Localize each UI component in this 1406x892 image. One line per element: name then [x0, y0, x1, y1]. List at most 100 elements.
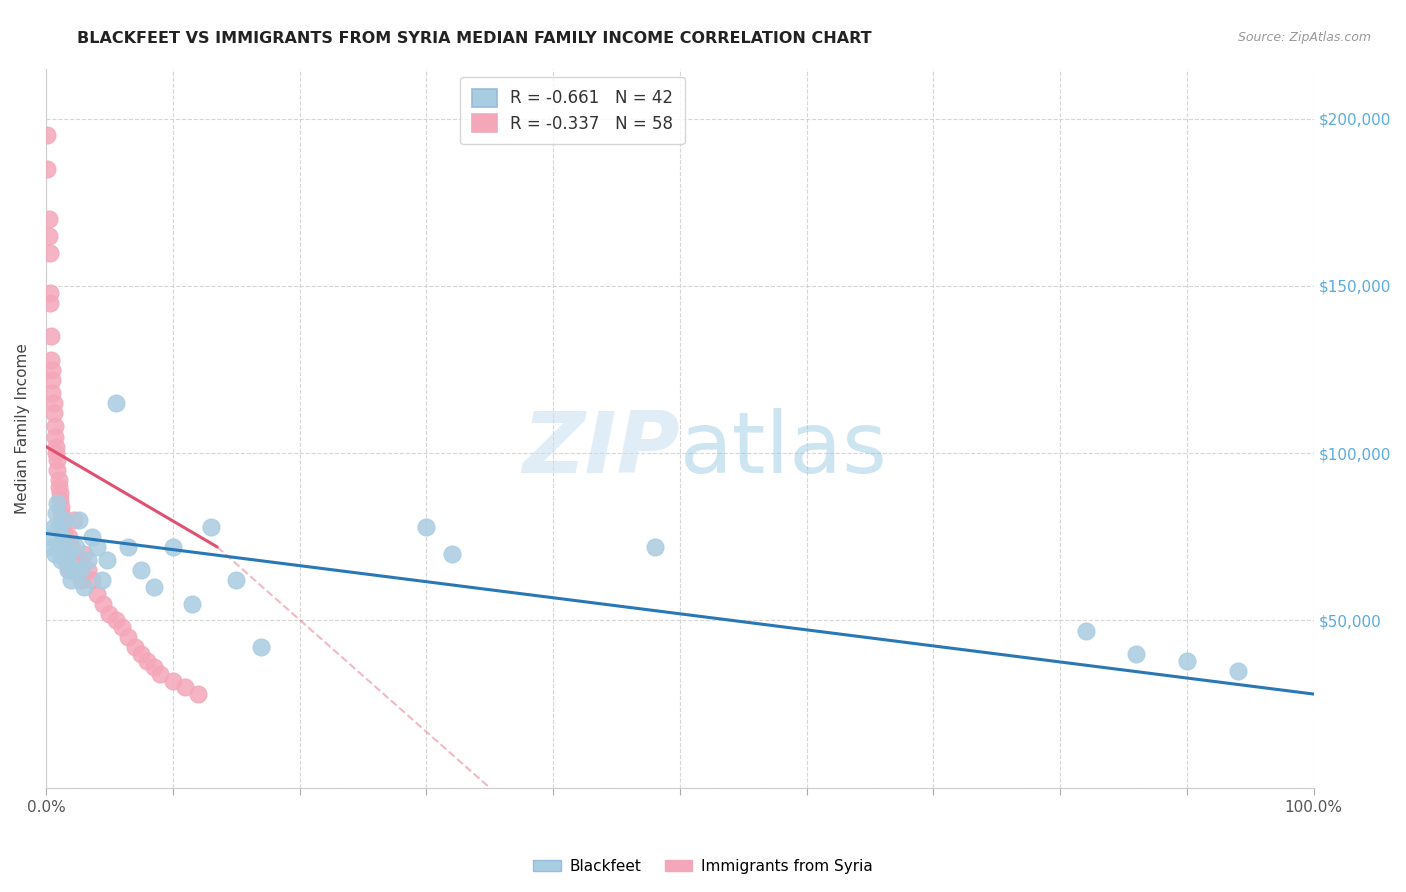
Text: atlas: atlas	[681, 409, 887, 491]
Point	[45, 440, 67, 454]
Point	[55, 553, 77, 567]
Point	[124, 640, 146, 655]
Point	[73, 547, 96, 561]
Point	[63, 513, 86, 527]
Legend: Blackfeet, Immigrants from Syria: Blackfeet, Immigrants from Syria	[527, 853, 879, 880]
Point	[41, 362, 63, 376]
Point	[80, 530, 103, 544]
Point	[76, 563, 98, 577]
Point	[66, 553, 89, 567]
Point	[58, 530, 80, 544]
Point	[48, 520, 70, 534]
Point	[1074, 624, 1097, 638]
Point	[46, 496, 69, 510]
Point	[37, 161, 59, 176]
Point	[1125, 647, 1147, 661]
Point	[200, 520, 222, 534]
Point	[65, 540, 87, 554]
Point	[1175, 654, 1198, 668]
Point	[55, 553, 77, 567]
Point	[250, 640, 273, 655]
Y-axis label: Median Family Income: Median Family Income	[15, 343, 30, 514]
Point	[44, 419, 66, 434]
Point	[60, 540, 83, 554]
Point	[51, 513, 73, 527]
Point	[90, 574, 112, 588]
Point	[1226, 664, 1249, 678]
Point	[49, 493, 72, 508]
Point	[162, 540, 184, 554]
Legend: R = -0.661   N = 42, R = -0.337   N = 58: R = -0.661 N = 42, R = -0.337 N = 58	[460, 77, 685, 145]
Point	[174, 681, 197, 695]
Point	[149, 667, 172, 681]
Point	[48, 480, 70, 494]
Point	[91, 597, 114, 611]
Point	[42, 396, 65, 410]
Point	[86, 587, 108, 601]
Point	[44, 547, 66, 561]
Point	[63, 563, 86, 577]
Point	[180, 597, 202, 611]
Point	[52, 513, 75, 527]
Point	[49, 486, 72, 500]
Point	[38, 212, 60, 227]
Point	[53, 547, 76, 561]
Point	[98, 607, 121, 621]
Point	[70, 574, 93, 588]
Point	[644, 540, 666, 554]
Point	[48, 473, 70, 487]
Point	[49, 540, 72, 554]
Point	[129, 647, 152, 661]
Point	[51, 553, 73, 567]
Point	[51, 500, 73, 514]
Point	[38, 295, 60, 310]
Point	[117, 540, 139, 554]
Point	[67, 513, 90, 527]
Point	[56, 563, 79, 577]
Point	[46, 453, 69, 467]
Point	[440, 547, 463, 561]
Point	[111, 620, 134, 634]
Point	[39, 352, 62, 367]
Point	[70, 563, 93, 577]
Point	[162, 673, 184, 688]
Point	[38, 228, 60, 243]
Point	[38, 285, 60, 300]
Point	[46, 463, 69, 477]
Point	[62, 563, 84, 577]
Point	[42, 520, 65, 534]
Point	[52, 533, 75, 548]
Point	[415, 520, 437, 534]
Point	[225, 574, 247, 588]
Point	[142, 580, 165, 594]
Point	[129, 563, 152, 577]
Point	[52, 526, 75, 541]
Point	[76, 553, 98, 567]
Text: Source: ZipAtlas.com: Source: ZipAtlas.com	[1237, 31, 1371, 45]
Point	[38, 530, 60, 544]
Point	[60, 574, 83, 588]
Point	[41, 373, 63, 387]
Point	[37, 128, 59, 143]
Point	[187, 687, 209, 701]
Point	[45, 507, 67, 521]
Point	[86, 540, 108, 554]
Point	[41, 540, 63, 554]
Point	[38, 245, 60, 260]
Point	[58, 547, 80, 561]
Point	[104, 614, 127, 628]
Point	[41, 386, 63, 401]
Point	[53, 540, 76, 554]
Point	[53, 540, 76, 554]
Point	[136, 654, 159, 668]
Point	[51, 520, 73, 534]
Text: BLACKFEET VS IMMIGRANTS FROM SYRIA MEDIAN FAMILY INCOME CORRELATION CHART: BLACKFEET VS IMMIGRANTS FROM SYRIA MEDIA…	[77, 31, 872, 46]
Point	[51, 530, 73, 544]
Point	[73, 580, 96, 594]
Text: ZIP: ZIP	[522, 409, 681, 491]
Point	[104, 396, 127, 410]
Point	[42, 406, 65, 420]
Point	[80, 574, 103, 588]
Point	[51, 507, 73, 521]
Point	[96, 553, 118, 567]
